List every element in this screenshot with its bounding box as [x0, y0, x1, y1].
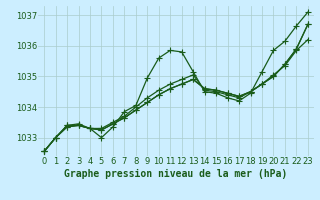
- X-axis label: Graphe pression niveau de la mer (hPa): Graphe pression niveau de la mer (hPa): [64, 169, 288, 179]
